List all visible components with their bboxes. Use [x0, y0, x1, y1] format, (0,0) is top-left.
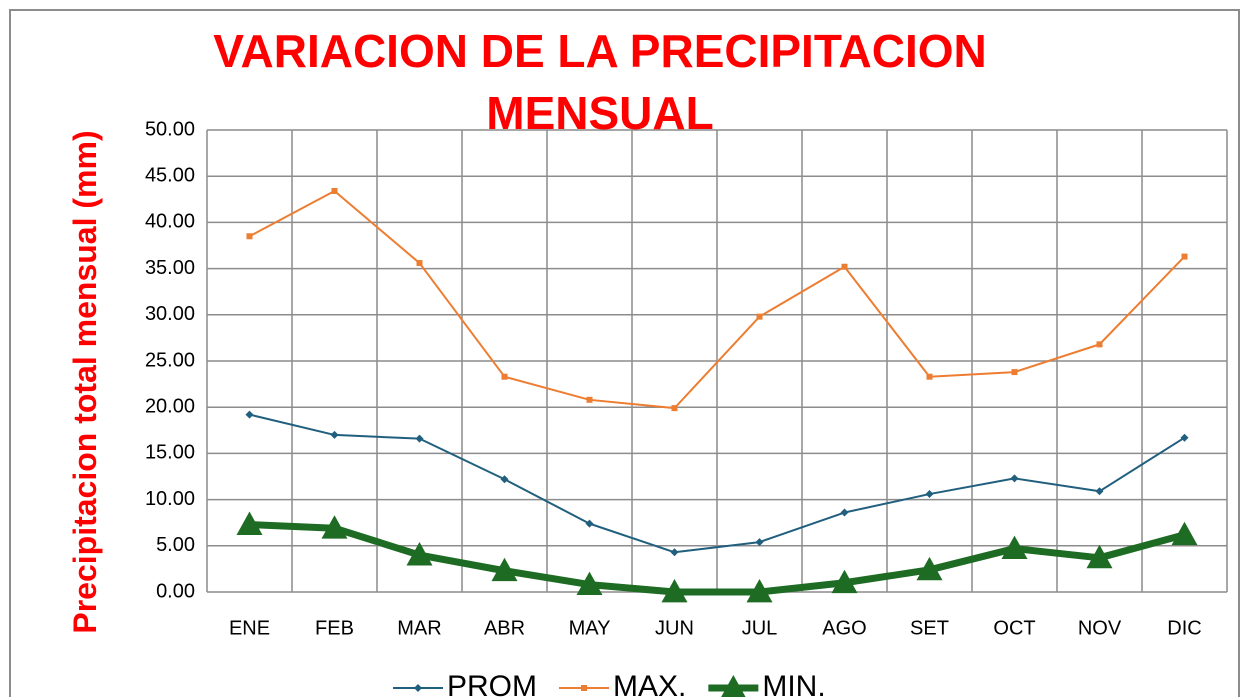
data-point — [831, 569, 858, 594]
y-tick-label: 0.00 — [156, 580, 195, 602]
data-point — [1010, 474, 1019, 483]
data-point — [1181, 253, 1188, 260]
data-point — [1180, 433, 1189, 442]
legend-label: MIN. — [762, 670, 825, 697]
data-point — [1171, 521, 1198, 546]
series-line — [249, 521, 1186, 596]
chart-border — [9, 9, 1240, 697]
legend-label: MAX. — [613, 670, 686, 697]
data-point — [321, 515, 348, 539]
data-point — [1011, 369, 1018, 376]
data-point — [841, 263, 848, 270]
x-tick-label: AGO — [822, 617, 866, 639]
legend-marker — [581, 685, 587, 691]
data-point — [331, 187, 338, 194]
data-point — [1096, 341, 1103, 348]
data-point — [1001, 535, 1028, 559]
y-tick-label: 20.00 — [145, 395, 195, 417]
data-point — [500, 475, 509, 484]
y-tick-label: 50.00 — [145, 118, 195, 140]
data-point — [415, 434, 424, 443]
data-point — [245, 410, 254, 419]
y-tick-label: 10.00 — [145, 488, 195, 510]
data-point — [746, 579, 773, 603]
data-point — [585, 519, 594, 528]
data-point — [236, 511, 263, 535]
series-line — [249, 413, 1186, 554]
chart-title: VARIACION DE LA PRECIPITACION MENSUAL — [213, 25, 987, 139]
data-point — [586, 396, 593, 403]
data-point — [1095, 487, 1104, 496]
legend-marker — [414, 684, 422, 692]
x-tick-label: FEB — [315, 617, 354, 639]
x-tick-label: SET — [910, 617, 949, 639]
data-point — [756, 313, 763, 320]
data-point — [671, 405, 678, 412]
x-tick-label: NOV — [1078, 617, 1122, 639]
y-tick-label: 45.00 — [145, 164, 195, 186]
y-tick-label: 40.00 — [145, 211, 195, 233]
x-tick-label: JUN — [655, 617, 694, 639]
data-point — [406, 542, 433, 566]
data-point — [755, 538, 764, 547]
data-point — [246, 233, 253, 240]
data-point — [926, 373, 933, 380]
x-tick-label: ABR — [484, 617, 525, 639]
data-point — [330, 430, 339, 439]
data-point — [416, 260, 423, 267]
x-tick-label: OCT — [993, 617, 1035, 639]
y-tick-label: 15.00 — [145, 442, 195, 464]
data-point — [661, 579, 688, 603]
x-tick-label: MAY — [569, 617, 611, 639]
x-tick-label: DIC — [1167, 617, 1201, 639]
y-axis-label: Precipitacion total mensual (mm) — [67, 130, 103, 634]
data-point — [1086, 544, 1113, 569]
data-point — [491, 557, 518, 582]
series-line — [249, 189, 1186, 410]
x-tick-label: ENE — [229, 617, 270, 639]
data-point — [916, 556, 943, 581]
data-point — [576, 571, 603, 596]
y-tick-label: 30.00 — [145, 303, 195, 325]
legend-label: PROM — [447, 670, 537, 697]
x-tick-label: JUL — [742, 617, 778, 639]
x-tick-label: MAR — [397, 617, 441, 639]
data-point — [840, 508, 849, 517]
y-tick-label: 5.00 — [156, 534, 195, 556]
data-point — [501, 373, 508, 380]
legend-marker — [721, 675, 746, 697]
data-point — [925, 490, 934, 499]
data-point — [670, 548, 679, 557]
y-tick-label: 35.00 — [145, 257, 195, 279]
y-tick-label: 25.00 — [145, 349, 195, 371]
